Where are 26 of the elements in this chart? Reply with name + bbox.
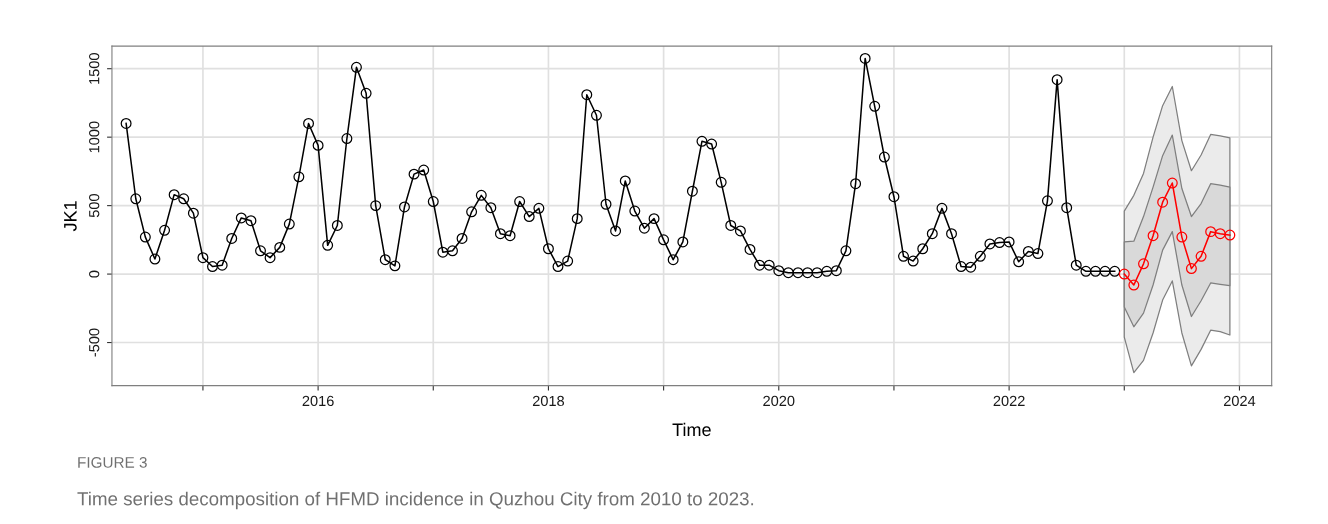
point [1128,279,1140,291]
point [1166,177,1178,189]
x-tick-label: 2018 [532,395,565,407]
y-tick-label: 500 [89,194,100,218]
x-tick-label: 2020 [763,395,795,407]
x-axis-title: Time [672,422,711,437]
point [1214,228,1226,240]
y-tick-label: -500 [89,328,100,357]
point [1185,263,1197,275]
x-tick-label: 2022 [993,395,1025,407]
x-tick-label: 2016 [302,395,334,407]
y-tick-label: 0 [89,270,100,278]
point [1118,268,1130,280]
point [1147,230,1159,242]
point [1138,258,1149,270]
text: Time series decomposition of HFMD incidence in Quzhou City from 2010 to 2023. [77,491,754,510]
point [1176,231,1188,243]
point [1224,229,1236,241]
y-tick-label: 1500 [89,53,100,84]
caption: FIGURE 3 [78,457,147,468]
y-tick-label: 1000 [89,121,100,153]
point [1205,226,1217,238]
y-axis-title: JK1 [64,201,77,232]
point [1157,196,1169,208]
x-tick-label: 2024 [1223,395,1256,407]
point [1195,250,1207,262]
